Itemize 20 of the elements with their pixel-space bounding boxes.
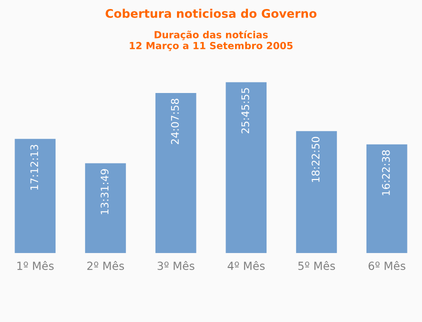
data-label: 25:45:55 — [241, 88, 250, 134]
x-tick-label: 4º Mês — [228, 260, 265, 270]
data-label: 13:31:49 — [100, 169, 109, 214]
x-tick-label: 5º Mês — [298, 260, 335, 270]
data-label: 24:07:58 — [170, 98, 179, 144]
bar — [226, 82, 267, 254]
bar — [155, 92, 196, 254]
bar — [366, 144, 408, 254]
x-tick-label: 6º Mês — [368, 260, 406, 270]
bar — [14, 138, 56, 254]
data-label: 16:22:38 — [382, 150, 390, 196]
bar — [296, 131, 337, 254]
x-tick-label: 1º Mês — [17, 260, 54, 270]
chart-title: Cobertura noticiosa do Governo — [106, 8, 316, 18]
data-label: 18:22:50 — [312, 136, 320, 182]
bar — [85, 163, 126, 254]
data-label: 17:12:13 — [30, 144, 38, 190]
x-tick-label: 2º Mês — [87, 260, 124, 270]
chart-subtitle: Duração das notícias 12 Março a 11 Setembro 2005 — [130, 30, 293, 52]
x-tick-label: 3º Mês — [158, 260, 194, 270]
